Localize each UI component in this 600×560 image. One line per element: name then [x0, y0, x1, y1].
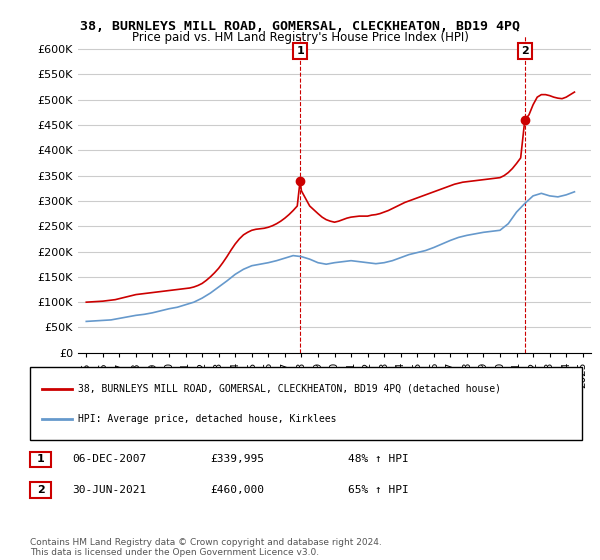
Text: 65% ↑ HPI: 65% ↑ HPI: [348, 486, 409, 495]
Text: 06-DEC-2007: 06-DEC-2007: [72, 455, 146, 464]
Text: 48% ↑ HPI: 48% ↑ HPI: [348, 455, 409, 464]
Text: Price paid vs. HM Land Registry's House Price Index (HPI): Price paid vs. HM Land Registry's House …: [131, 31, 469, 44]
Text: 2: 2: [521, 46, 529, 56]
Text: HPI: Average price, detached house, Kirklees: HPI: Average price, detached house, Kirk…: [78, 414, 337, 424]
Text: 1: 1: [37, 455, 44, 464]
Text: 30-JUN-2021: 30-JUN-2021: [72, 486, 146, 495]
Text: £460,000: £460,000: [210, 486, 264, 495]
Text: Contains HM Land Registry data © Crown copyright and database right 2024.
This d: Contains HM Land Registry data © Crown c…: [30, 538, 382, 557]
Text: 38, BURNLEYS MILL ROAD, GOMERSAL, CLECKHEATON, BD19 4PQ: 38, BURNLEYS MILL ROAD, GOMERSAL, CLECKH…: [80, 20, 520, 32]
Text: 1: 1: [296, 46, 304, 56]
Text: 2: 2: [37, 486, 44, 495]
Text: 38, BURNLEYS MILL ROAD, GOMERSAL, CLECKHEATON, BD19 4PQ (detached house): 38, BURNLEYS MILL ROAD, GOMERSAL, CLECKH…: [78, 384, 501, 394]
Text: £339,995: £339,995: [210, 455, 264, 464]
